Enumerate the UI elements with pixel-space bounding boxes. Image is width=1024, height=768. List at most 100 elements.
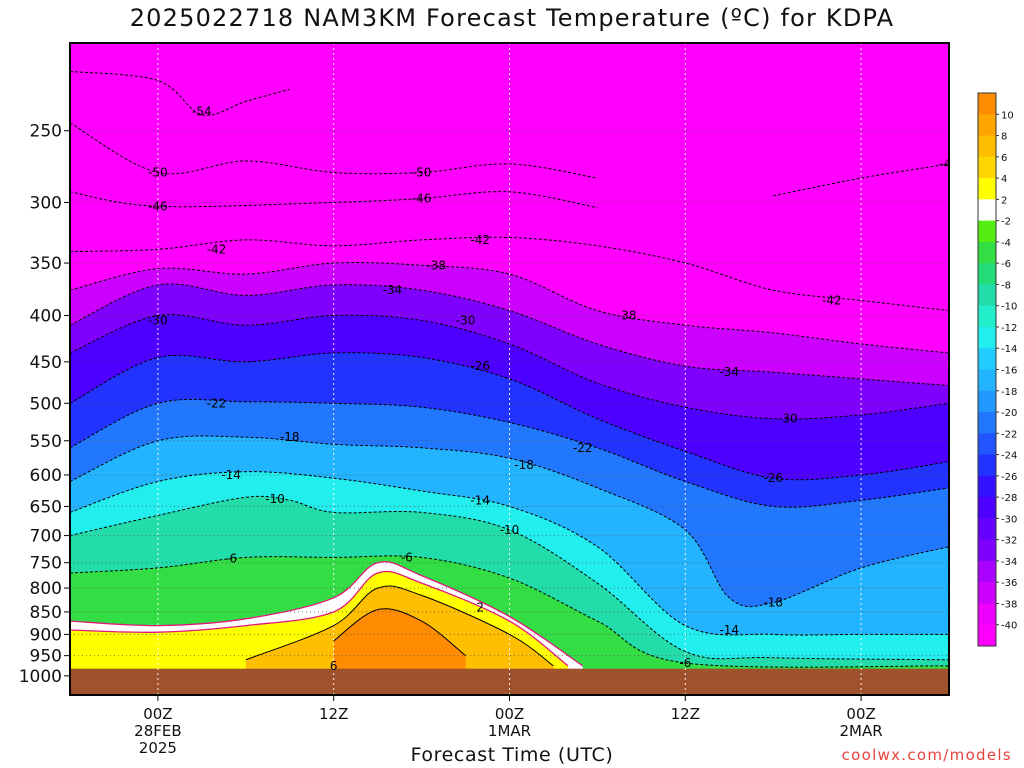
contour-line-11 [70,471,949,636]
colorbar-swatch-3 [978,156,996,179]
colorbar-label-24: -40 [1001,621,1017,632]
colorbar-label-6: -4 [1001,238,1011,249]
colorbar-swatch-12 [978,348,996,370]
x-tick-label-1-0: 12Z [319,705,348,723]
colorbar-swatch-13 [978,369,996,392]
contour-label-9: -38 [426,258,446,272]
contour-label-12: -34 [719,365,739,379]
colorbar-label-11: -14 [1001,344,1017,355]
temperature-fill [70,43,949,695]
contour-label-0: -54 [192,104,212,118]
contour-label-3: -46 [148,199,168,213]
contour-labels: -54 -50 -50 -46 -46 -46 -42 -42 -42 -38 -38 -34 -34 -… [148,104,959,673]
contour-label-25: -14 [719,623,739,637]
colorbar-label-9: -10 [1001,302,1017,313]
colorbar-swatch-11 [978,326,996,349]
colorbar-swatch-5 [978,199,996,222]
colorbar-label-16: -24 [1001,451,1017,462]
colorbar-swatch-6 [978,220,996,243]
contour-label-17: -26 [763,471,783,485]
contour-line-5 [70,262,949,354]
x-tick-label-0-2: 2025 [139,739,177,757]
contour-lines [70,70,949,668]
contour-line-3 [773,163,949,197]
contour-line-14 [70,570,569,667]
y-tick-label-15: 1000 [19,667,62,687]
contour-label-22: -18 [763,596,783,610]
chart-title: 2025022718 NAM3KM Forecast Temperature (… [129,4,895,32]
colorbar-swatch-0 [978,93,996,115]
colorbar-label-21: -34 [1001,557,1017,568]
colorbar-label-8: -8 [1001,280,1011,291]
x-tick-label-0-0: 00Z [143,705,172,723]
contour-label-32: 6 [330,659,338,673]
contour-line-10 [70,435,949,608]
colorbar-label-4: 2 [1001,195,1007,206]
contour-label-5: -46 [939,157,959,171]
contour-line-6 [70,283,949,387]
colorbar-label-12: -16 [1001,366,1017,377]
contour-label-19: -22 [573,441,593,455]
y-tick-label-4: 450 [30,353,62,373]
contour-label-11: -34 [382,283,402,297]
x-tick-label-4-1: 2MAR [840,722,883,740]
colorbar-swatch-23 [978,582,996,604]
y-axis: 2503003504004505005506006507007508008509… [19,122,70,687]
colorbar-swatch-10 [978,305,996,328]
contour-label-18: -22 [207,396,227,410]
x-axis-label: Forecast Time (UTC) [410,744,614,766]
grid-lines [70,43,949,695]
ground-surface [70,668,949,695]
colorbar-swatch-14 [978,390,996,413]
contour-line-7 [70,314,949,420]
contour-label-28: -6 [225,551,237,565]
colorbar-swatch-22 [978,560,996,583]
contour-label-8: -42 [822,294,842,308]
x-tick-label-2-1: 1MAR [488,722,531,740]
colorbar-label-13: -18 [1001,387,1017,398]
colorbar-label-5: -2 [1001,217,1011,228]
colorbar-label-18: -28 [1001,493,1017,504]
contour-label-27: -10 [500,523,520,537]
contour-label-10: -38 [617,309,637,323]
contour-label-14: -30 [456,313,476,327]
contour-label-1: -50 [148,165,168,179]
colorbar-label-2: 6 [1001,153,1007,164]
contour-line-4 [70,236,949,312]
colorbar-swatch-19 [978,497,996,519]
contour-label-21: -18 [514,458,534,472]
colorbar-label-0: 10 [1001,110,1014,121]
colorbar-swatch-18 [978,475,996,498]
colorbar-label-7: -6 [1001,259,1011,270]
y-tick-label-10: 750 [30,554,62,574]
contour-line-8 [70,352,949,481]
colorbar-swatch-21 [978,539,996,562]
y-tick-label-11: 800 [30,579,62,599]
contour-label-29: -6 [401,550,413,564]
y-tick-label-3: 400 [30,307,62,327]
credit-link[interactable]: coolwx.com/models [841,746,1012,764]
colorbar-label-22: -36 [1001,578,1017,589]
contour-label-2: -50 [412,165,432,179]
contour-line-16 [245,585,554,667]
x-tick-label-0-1: 28FEB [134,722,181,740]
colorbar-swatch-17 [978,454,996,477]
y-tick-label-14: 950 [30,647,62,667]
y-tick-label-5: 500 [30,394,62,414]
y-tick-label-6: 550 [30,432,62,452]
colorbar-label-14: -20 [1001,408,1017,419]
contour-line-13 [70,555,949,668]
x-tick-label-3-0: 12Z [671,705,700,723]
colorbar-swatch-2 [978,135,996,158]
contour-label-20: -18 [280,430,300,444]
contour-line-17 [333,608,466,656]
contour-line-12 [70,495,949,661]
colorbar-label-17: -26 [1001,472,1017,483]
contour-label-13: -30 [148,313,168,327]
y-tick-label-12: 850 [30,603,62,623]
y-tick-label-2: 350 [30,254,62,274]
colorbar-swatch-15 [978,412,996,434]
contour-label-6: -42 [207,242,227,256]
y-tick-label-1: 300 [30,193,62,213]
